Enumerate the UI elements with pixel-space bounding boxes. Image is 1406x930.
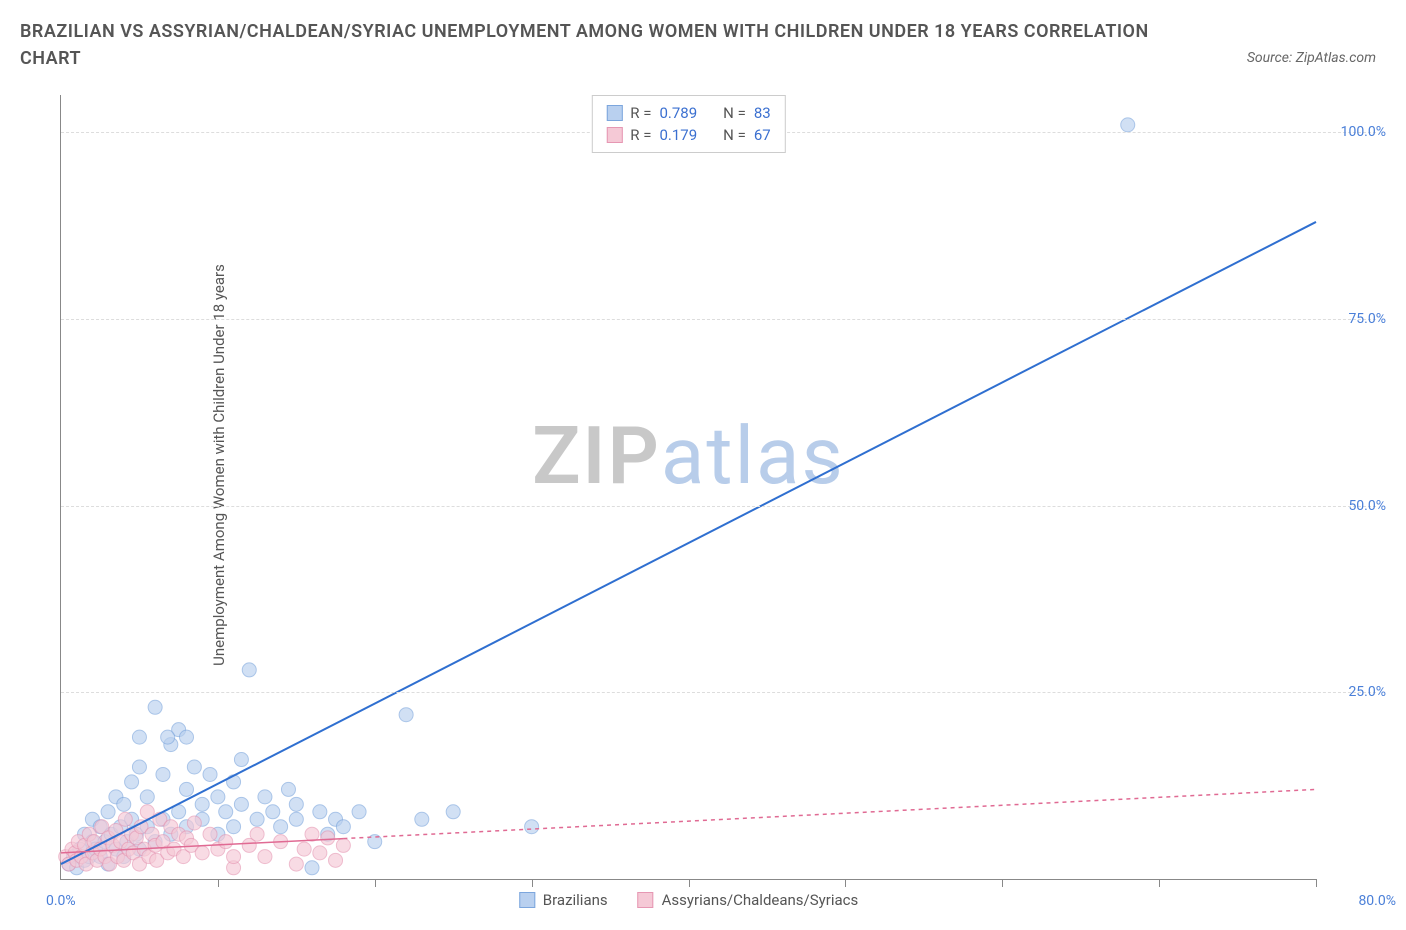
source-attribution: Source: ZipAtlas.com	[1247, 50, 1376, 66]
x-tick	[1002, 879, 1003, 887]
y-tick-label: 50.0%	[1326, 498, 1386, 514]
x-axis-max-label: 80.0%	[1358, 893, 1396, 909]
data-point	[195, 846, 209, 860]
data-point	[313, 846, 327, 860]
stat-n-value: 83	[754, 104, 771, 122]
data-point	[274, 820, 288, 834]
stats-row: R = 0.789 N = 83	[606, 102, 770, 124]
data-point	[329, 853, 343, 867]
x-tick	[218, 879, 219, 887]
data-point	[140, 790, 154, 804]
data-point	[281, 782, 295, 796]
data-point	[305, 827, 319, 841]
data-point	[242, 663, 256, 677]
data-point	[446, 805, 460, 819]
data-point	[352, 805, 366, 819]
gridline	[61, 506, 1376, 507]
gridline	[61, 692, 1376, 693]
data-point	[227, 775, 241, 789]
data-point	[336, 820, 350, 834]
legend-swatch	[606, 105, 622, 121]
x-tick	[532, 879, 533, 887]
data-point	[415, 812, 429, 826]
x-tick	[1159, 879, 1160, 887]
data-point	[289, 857, 303, 871]
data-point	[187, 760, 201, 774]
legend-item: Brazilians	[519, 891, 608, 909]
y-tick-label: 100.0%	[1326, 124, 1386, 140]
trend-line-dashed	[343, 789, 1316, 838]
data-point	[125, 775, 139, 789]
data-point	[219, 805, 233, 819]
stat-r-label: R =	[630, 104, 651, 122]
data-point	[101, 805, 115, 819]
data-point	[250, 827, 264, 841]
data-point	[203, 767, 217, 781]
data-point	[321, 831, 335, 845]
legend-swatch	[519, 892, 535, 908]
x-tick	[845, 879, 846, 887]
stat-n-value: 67	[754, 126, 771, 144]
data-point	[297, 842, 311, 856]
legend-label: Assyrians/Chaldeans/Syriacs	[662, 891, 859, 909]
data-point	[234, 797, 248, 811]
data-point	[118, 812, 132, 826]
data-point	[156, 767, 170, 781]
x-tick	[1316, 879, 1317, 887]
data-point	[289, 797, 303, 811]
scatter-plot-svg	[61, 95, 1316, 879]
chart-title: BRAZILIAN VS ASSYRIAN/CHALDEAN/SYRIAC UN…	[20, 18, 1156, 72]
y-tick-label: 75.0%	[1326, 311, 1386, 327]
data-point	[227, 820, 241, 834]
data-point	[258, 850, 272, 864]
data-point	[195, 797, 209, 811]
stat-r-value: 0.179	[659, 126, 697, 144]
data-point	[180, 730, 194, 744]
data-point	[227, 850, 241, 864]
correlation-stats-box: R = 0.789 N = 83 R = 0.179 N = 67	[591, 95, 785, 153]
data-point	[525, 820, 539, 834]
x-axis-origin-label: 0.0%	[46, 893, 76, 909]
data-point	[211, 790, 225, 804]
data-point	[161, 730, 175, 744]
stat-r-label: R =	[630, 126, 651, 144]
stats-row: R = 0.179 N = 67	[606, 124, 770, 146]
data-point	[180, 782, 194, 796]
data-point	[289, 812, 303, 826]
x-tick	[689, 879, 690, 887]
data-point	[336, 838, 350, 852]
legend-swatch	[606, 127, 622, 143]
data-point	[132, 730, 146, 744]
data-point	[250, 812, 264, 826]
data-point	[219, 835, 233, 849]
data-point	[132, 760, 146, 774]
data-point	[399, 708, 413, 722]
data-point	[187, 816, 201, 830]
data-point	[1121, 118, 1135, 132]
x-tick	[375, 879, 376, 887]
legend-item: Assyrians/Chaldeans/Syriacs	[638, 891, 859, 909]
stat-n-label: N =	[723, 104, 746, 122]
y-tick-label: 25.0%	[1326, 684, 1386, 700]
data-point	[234, 753, 248, 767]
data-point	[203, 827, 217, 841]
legend-swatch	[638, 892, 654, 908]
stat-n-label: N =	[723, 126, 746, 144]
data-point	[117, 797, 131, 811]
data-point	[266, 805, 280, 819]
data-point	[305, 861, 319, 875]
gridline	[61, 319, 1376, 320]
data-point	[258, 790, 272, 804]
data-point	[313, 805, 327, 819]
legend-label: Brazilians	[543, 891, 608, 909]
stat-r-value: 0.789	[659, 104, 697, 122]
data-point	[148, 700, 162, 714]
chart-plot-area: ZIPatlas R = 0.789 N = 83 R = 0.179 N = …	[60, 95, 1316, 880]
series-legend: Brazilians Assyrians/Chaldeans/Syriacs	[519, 891, 858, 909]
